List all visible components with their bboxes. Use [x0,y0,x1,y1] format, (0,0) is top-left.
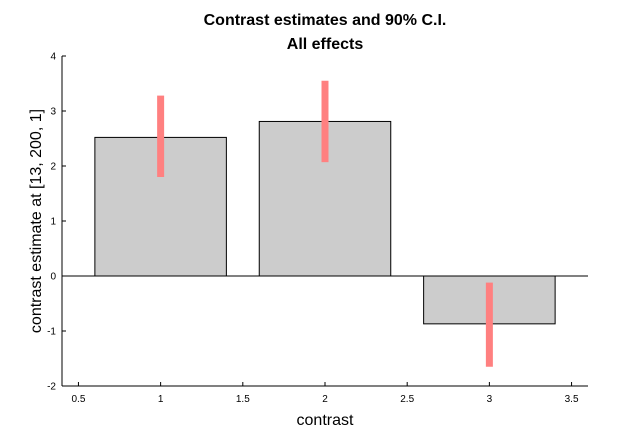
x-tick-label-3: 3 [487,394,493,405]
chart-title-line-1: Contrast estimates and 90% C.I. [204,12,447,29]
y-tick-label-1: 1 [50,217,56,228]
ci-bar-2 [321,80,329,163]
y-tick-label--1: -1 [47,327,56,338]
x-tick-label-1: 1 [158,394,164,405]
ci-bar-3 [485,282,493,367]
y-tick-label-4: 4 [50,52,56,63]
y-tick-label-0: 0 [50,272,56,283]
x-tick-label-3.5: 3.5 [565,394,579,405]
x-tick-label-0.5: 0.5 [71,394,85,405]
chart-title-line-2: All effects [287,36,364,53]
plot-area: -2 -1 0 1 2 3 4 0.5 1 1.5 2 2.5 3 3.5 [47,52,588,405]
y-tick-label-3: 3 [50,107,56,118]
x-tick-label-1.5: 1.5 [236,394,250,405]
x-axis-label: contrast [297,412,354,429]
x-tick-label-2: 2 [322,394,328,405]
x-tick-label-2.5: 2.5 [400,394,414,405]
y-axis-label: contrast estimate at [13, 200, 1] [28,109,45,333]
y-tick-label--2: -2 [47,382,56,393]
y-tick-label-2: 2 [50,162,56,173]
ci-bar-1 [157,95,165,177]
